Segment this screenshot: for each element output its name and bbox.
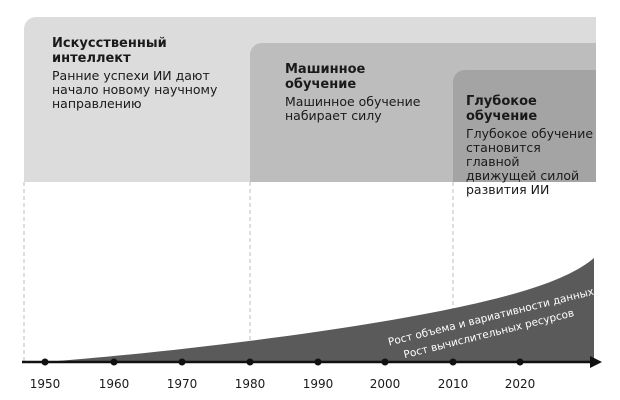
tick-1950 <box>41 358 49 366</box>
tick-2000 <box>381 358 389 366</box>
ml-era-description: Машинное обучение набирает силу <box>285 95 435 123</box>
dl-era-text: Глубокое обучение Глубокое обучение стан… <box>466 94 594 197</box>
dl-era-description: Глубокое обучение становится главной дви… <box>466 127 594 197</box>
year-label: 1950 <box>30 377 61 391</box>
timeline-arrow <box>590 356 602 368</box>
ai-era-description-line: направлению <box>52 96 142 111</box>
year-label: 2010 <box>438 377 469 391</box>
tick-1960 <box>110 358 118 366</box>
ml-era-description-line: набирает силу <box>285 108 382 123</box>
year-label: 1960 <box>99 377 130 391</box>
ml-era-text: Машинное обучение Машинное обучение наби… <box>285 62 435 123</box>
year-label: 1990 <box>303 377 334 391</box>
year-label: 2020 <box>505 377 536 391</box>
dl-era-description-line: развития ИИ <box>466 182 550 197</box>
dl-era-description-line: движущей силой <box>466 168 580 183</box>
ai-era-description: Ранние успехи ИИ дают начало новому науч… <box>52 69 237 111</box>
dl-era-description-line: становится главной <box>466 140 541 169</box>
growth-area <box>45 258 594 362</box>
year-label: 1970 <box>167 377 198 391</box>
dl-era-title: Глубокое обучение <box>466 94 538 124</box>
ai-era-description-line: начало новому научному <box>52 82 218 97</box>
dl-era-description-line: Глубокое обучение <box>466 126 594 141</box>
year-label: 1980 <box>235 377 266 391</box>
tick-2010 <box>449 358 457 366</box>
tick-1990 <box>314 358 322 366</box>
tick-1980 <box>246 358 254 366</box>
ai-era-title: Искусственный интеллект <box>52 36 167 66</box>
tick-1970 <box>178 358 186 366</box>
year-label: 2000 <box>370 377 401 391</box>
dl-era-panel <box>453 70 596 182</box>
ai-era-text: Искусственный интеллект Ранние успехи ИИ… <box>52 36 237 111</box>
ml-era-description-line: Машинное обучение <box>285 94 421 109</box>
ai-era-description-line: Ранние успехи ИИ дают <box>52 68 210 83</box>
tick-2020 <box>516 358 524 366</box>
ml-era-title: Машинное обучение <box>285 62 366 92</box>
